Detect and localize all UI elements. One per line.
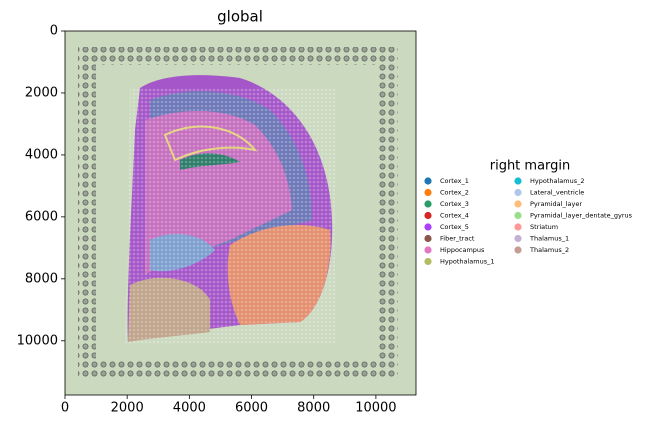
tissue-image xyxy=(65,31,416,395)
y-tick-label: 0 xyxy=(50,24,58,39)
x-tick-label: 4000 xyxy=(173,401,206,416)
legend-label: Cortex_3 xyxy=(440,200,469,208)
x-tick-label: 8000 xyxy=(297,401,330,416)
legend-marker xyxy=(514,211,522,220)
legend-label: Pyramidal_layer xyxy=(530,200,582,208)
legend-label: Hippocampus xyxy=(440,246,485,254)
y-tick-label: 10000 xyxy=(17,333,58,348)
legend-label: Thalamus_2 xyxy=(529,246,569,254)
legend-marker xyxy=(424,188,432,197)
legend-marker xyxy=(424,257,432,266)
legend-marker xyxy=(424,246,432,254)
legend-label: Cortex_2 xyxy=(440,189,469,197)
legend-title: right margin xyxy=(490,159,571,174)
legend-marker xyxy=(514,188,522,197)
y-tick-label: 8000 xyxy=(25,271,58,286)
legend-label: Fiber_tract xyxy=(440,235,475,243)
legend-label: Hypothalamus_1 xyxy=(440,258,495,266)
legend-marker xyxy=(424,177,432,185)
legend-marker xyxy=(514,177,522,185)
legend-marker xyxy=(424,234,432,243)
x-tick-label: 6000 xyxy=(235,401,268,416)
legend-label: Cortex_1 xyxy=(440,177,469,185)
x-tick-label: 0 xyxy=(61,401,69,416)
x-tick-label: 2000 xyxy=(111,401,144,416)
legend-marker xyxy=(514,246,522,254)
chart-title: global xyxy=(217,8,263,26)
y-tick-label: 2000 xyxy=(25,85,58,100)
legend-marker xyxy=(424,200,432,208)
y-tick-label: 6000 xyxy=(25,209,58,224)
legend-label: Hypothalamus_2 xyxy=(530,177,585,185)
legend-label: Cortex_4 xyxy=(440,212,469,220)
plot-frame xyxy=(64,30,417,396)
legend-label: Striatum xyxy=(530,223,558,231)
legend-label: Lateral_ventricle xyxy=(530,189,584,197)
legend-marker xyxy=(514,223,522,231)
legend-marker xyxy=(424,223,432,231)
legend-label: Pyramidal_layer_dentate_gyrus xyxy=(530,212,633,220)
y-tick-label: 4000 xyxy=(25,147,58,162)
legend-label: Thalamus_1 xyxy=(529,235,569,243)
legend-label: Cortex_5 xyxy=(440,223,469,231)
legend-marker xyxy=(514,200,522,208)
legend-marker xyxy=(424,211,432,220)
x-tick-label: 10000 xyxy=(355,401,396,416)
legend-marker xyxy=(514,234,522,243)
